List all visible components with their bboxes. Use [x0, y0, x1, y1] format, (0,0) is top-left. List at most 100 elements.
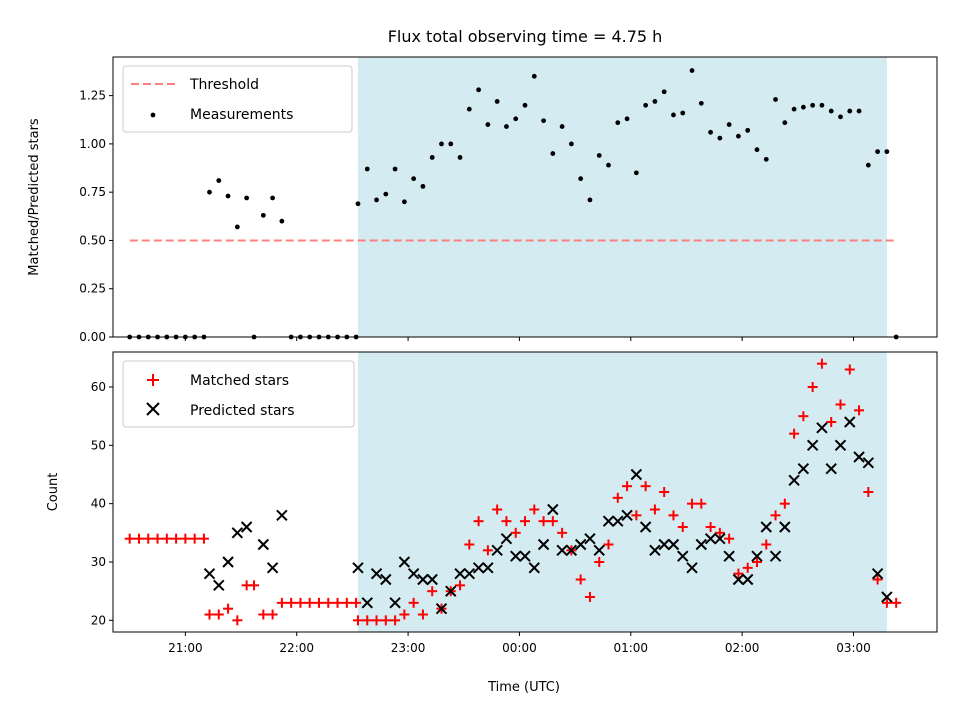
measurements-legend-swatch	[150, 112, 156, 118]
matched-star-point	[714, 527, 725, 538]
measurement-point	[260, 212, 266, 218]
measurement-point	[374, 197, 379, 203]
predicted-star-point	[732, 573, 745, 586]
y-tick-label: 1.00	[79, 137, 106, 151]
measurement-point	[828, 108, 834, 114]
matched-star-point	[473, 516, 484, 527]
measurement-point	[234, 224, 240, 230]
measurement-point	[270, 195, 276, 201]
predicted-star-point	[677, 550, 689, 562]
predicted-star-point	[862, 457, 875, 469]
predicted-star-point	[417, 573, 429, 586]
measurement-point	[448, 141, 454, 147]
count-points	[124, 358, 902, 626]
y-tick-label: 0.00	[79, 330, 106, 344]
bottom-legend-box	[122, 360, 355, 428]
matched-star-point	[594, 557, 605, 567]
matched-star-point	[223, 603, 234, 614]
matched-star-point	[687, 498, 698, 509]
matched-star-point	[640, 481, 651, 492]
predicted-legend-swatch	[146, 402, 160, 416]
top-panel: 0.00 0.25 0.50 0.75 1.00 1.25 Flux total obse…	[27, 27, 938, 344]
bottom-panel: 20 30 40 50 60 21:00 22:00 23:00 00:00 01:00 02:0…	[46, 351, 938, 695]
chart-title: Flux total observing time = 4.75 h	[388, 27, 663, 46]
y-tick-label: 50	[91, 438, 106, 452]
matched-star-point	[276, 597, 287, 608]
x-tick-label: 22:00	[279, 641, 314, 655]
predicted-star-point	[361, 597, 373, 609]
matched-star-point	[314, 597, 324, 608]
measurement-point	[717, 135, 723, 141]
measurement-point	[643, 102, 649, 108]
measurement-point	[661, 89, 667, 95]
matched-star-point	[854, 405, 865, 416]
predicted-star-point	[491, 544, 503, 557]
predicted-star-point	[500, 532, 513, 545]
predicted-star-point	[704, 532, 717, 545]
threshold-legend-label: Threshold	[189, 77, 259, 93]
matched-star-point	[547, 516, 558, 527]
bottom-legend: Matched stars Predicted stars	[122, 360, 355, 428]
measurement-point	[615, 120, 621, 126]
matched-star-point	[304, 597, 315, 608]
matched-star-point	[133, 533, 144, 544]
matched-star-point	[538, 516, 549, 527]
matched-star-point	[659, 487, 670, 497]
predicted-star-point	[779, 521, 791, 533]
predicted-star-point	[426, 573, 438, 586]
matched-star-point	[124, 533, 135, 544]
matched-legend-swatch	[147, 374, 159, 386]
measurement-point	[513, 116, 519, 122]
matched-star-point	[455, 580, 466, 591]
y-tick-label: 1.25	[79, 89, 106, 103]
predicted-star-point	[574, 538, 587, 551]
measurement-point	[392, 166, 398, 172]
measurement-point	[624, 116, 630, 122]
matched-star-point	[529, 504, 540, 515]
predicted-star-point	[547, 503, 559, 516]
predicted-star-point	[834, 439, 847, 452]
matched-star-point	[267, 609, 278, 620]
predicted-star-point	[881, 591, 893, 603]
predicted-star-point	[769, 550, 782, 562]
y-tick-label: 0.75	[79, 185, 106, 199]
matched-star-point	[390, 615, 401, 626]
measurement-point	[838, 114, 843, 120]
top-y-axis-label: Matched/Predicted stars	[27, 118, 42, 276]
predicted-star-point	[389, 597, 401, 609]
predicted-star-point	[528, 562, 540, 574]
x-tick-label: 23:00	[391, 641, 426, 655]
matched-star-point	[520, 516, 530, 527]
measurement-point	[568, 141, 574, 147]
predicted-star-point	[639, 521, 652, 533]
measurement-point	[411, 176, 417, 182]
measurement-point	[875, 149, 881, 155]
matched-star-point	[180, 533, 191, 544]
measurement-point	[819, 102, 825, 108]
predicted-star-point	[398, 556, 411, 568]
predicted-star-point	[537, 538, 550, 551]
matched-star-point	[668, 510, 679, 521]
predicted-star-point	[472, 562, 485, 574]
predicted-star-point	[370, 567, 383, 580]
measurement-point	[485, 122, 491, 127]
matched-star-point	[189, 533, 200, 544]
measurement-point	[680, 110, 686, 116]
predicted-star-point	[714, 532, 726, 545]
predicted-star-point	[519, 550, 531, 562]
predicted-star-point	[445, 585, 457, 597]
matched-star-point	[341, 597, 352, 608]
matched-star-point	[143, 533, 154, 544]
predicted-star-point	[231, 527, 244, 539]
predicted-star-point	[816, 422, 828, 434]
bottom-axes-frame	[112, 351, 938, 633]
matched-star-point	[501, 516, 512, 527]
y-tick-label: 60	[91, 380, 106, 394]
y-tick-label: 0.25	[79, 282, 106, 296]
predicted-star-point	[510, 550, 522, 562]
matched-star-point	[351, 597, 362, 608]
measurement-point	[884, 149, 890, 155]
matched-star-point	[171, 533, 182, 544]
matched-star-point	[724, 533, 735, 544]
